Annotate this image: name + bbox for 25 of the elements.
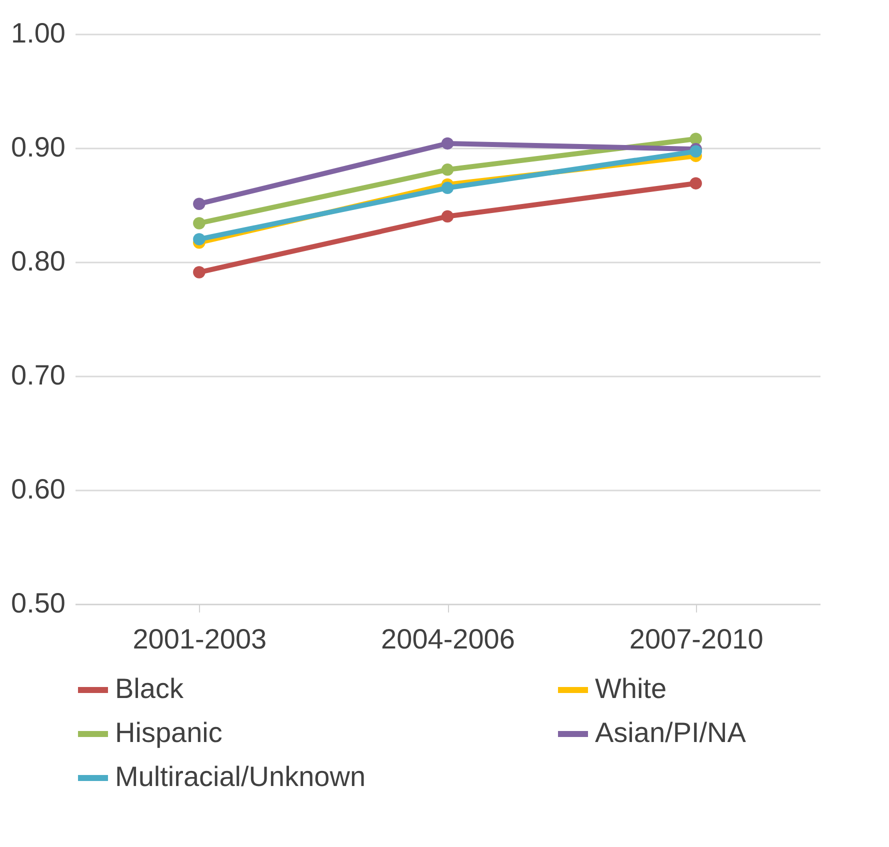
point (193, 233, 206, 246)
x-tick-label: 2001-2003 (132, 624, 267, 654)
y-tick-label: 0.50 (11, 588, 66, 618)
point (690, 145, 702, 158)
point (193, 266, 206, 278)
point (690, 177, 702, 190)
y-tick-label: 0.80 (11, 246, 66, 276)
point (690, 132, 702, 145)
point (441, 137, 454, 150)
y-tick-label: 0.60 (11, 474, 66, 504)
legend-label: White (595, 673, 667, 704)
point (193, 217, 206, 230)
legend-label: Hispanic (115, 717, 222, 748)
x-tick-label: 2004-2006 (381, 624, 515, 654)
x-tick-label: 2007-2010 (629, 624, 764, 654)
point (441, 164, 454, 176)
legend-label: Multiracial/Unknown (115, 761, 366, 792)
y-tick-label: 0.90 (11, 132, 66, 162)
point (193, 198, 206, 210)
y-tick-label: 1.00 (11, 18, 66, 48)
legend-label: Black (115, 673, 184, 704)
point (441, 182, 454, 194)
point (441, 210, 454, 223)
legend-label: Asian/PI/NA (595, 717, 746, 748)
y-tick-label: 0.70 (11, 360, 66, 390)
